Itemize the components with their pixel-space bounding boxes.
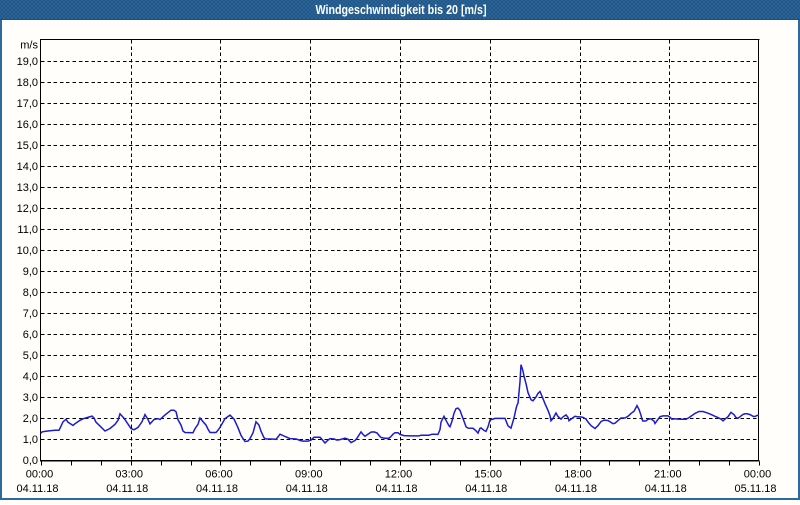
svg-text:13,0: 13,0	[17, 182, 38, 194]
svg-text:04.11.18: 04.11.18	[106, 483, 148, 495]
svg-text:3,0: 3,0	[23, 392, 38, 404]
svg-text:0,0: 0,0	[23, 455, 38, 467]
svg-text:1,0: 1,0	[23, 434, 38, 446]
svg-text:04.11.18: 04.11.18	[465, 483, 507, 495]
svg-text:05.11.18: 05.11.18	[734, 483, 776, 495]
svg-text:18,0: 18,0	[17, 77, 38, 89]
svg-text:15:00: 15:00	[474, 469, 502, 481]
svg-text:04.11.18: 04.11.18	[555, 483, 597, 495]
svg-text:4,0: 4,0	[23, 371, 38, 383]
svg-text:17,0: 17,0	[17, 98, 38, 110]
svg-text:00:00: 00:00	[26, 469, 54, 481]
svg-text:15,0: 15,0	[17, 140, 38, 152]
svg-text:19,0: 19,0	[17, 56, 38, 68]
svg-text:14,0: 14,0	[17, 161, 38, 173]
svg-text:11,0: 11,0	[17, 224, 38, 236]
svg-text:21:00: 21:00	[654, 469, 682, 481]
svg-text:m/s: m/s	[20, 40, 38, 52]
svg-text:16,0: 16,0	[17, 119, 38, 131]
svg-text:Windgeschwindigkeit bis 20 [m/: Windgeschwindigkeit bis 20 [m/s]	[316, 3, 487, 17]
svg-text:04.11.18: 04.11.18	[16, 483, 58, 495]
svg-text:8,0: 8,0	[23, 287, 38, 299]
svg-text:04.11.18: 04.11.18	[375, 483, 417, 495]
svg-text:03:00: 03:00	[115, 469, 143, 481]
svg-text:12,0: 12,0	[17, 203, 38, 215]
svg-text:04.11.18: 04.11.18	[286, 483, 328, 495]
svg-text:7,0: 7,0	[23, 308, 38, 320]
svg-text:2,0: 2,0	[23, 413, 38, 425]
svg-text:04.11.18: 04.11.18	[645, 483, 687, 495]
svg-text:09:00: 09:00	[295, 469, 323, 481]
svg-text:04.11.18: 04.11.18	[196, 483, 238, 495]
svg-text:10,0: 10,0	[17, 245, 38, 257]
svg-text:12:00: 12:00	[385, 469, 413, 481]
svg-text:5,0: 5,0	[23, 350, 38, 362]
svg-text:9,0: 9,0	[23, 266, 38, 278]
svg-text:06:00: 06:00	[205, 469, 233, 481]
svg-text:6,0: 6,0	[23, 329, 38, 341]
svg-text:18:00: 18:00	[564, 469, 592, 481]
svg-text:00:00: 00:00	[744, 469, 772, 481]
